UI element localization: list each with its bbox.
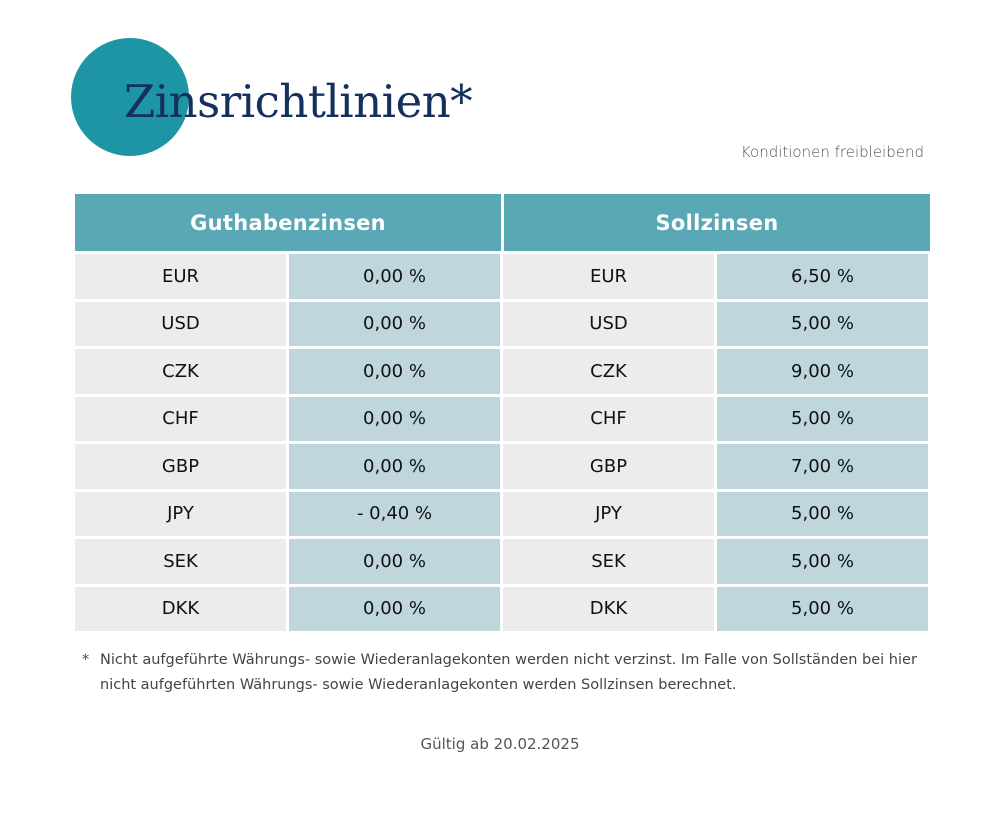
currency-credit: JPY [75, 491, 286, 536]
rate-debit: 5,00 % [717, 491, 928, 536]
currency-credit: DKK [75, 586, 286, 631]
rate-credit: 0,00 % [289, 539, 500, 584]
currency-credit: USD [75, 301, 286, 346]
table-row: SEK 0,00 % SEK 5,00 % [75, 539, 930, 584]
page-title: Zinsrichtlinien* [124, 75, 473, 128]
currency-credit: SEK [75, 539, 286, 584]
currency-debit: CHF [503, 396, 714, 441]
table-row: DKK 0,00 % DKK 5,00 % [75, 586, 930, 631]
rate-credit: 0,00 % [289, 444, 500, 489]
currency-debit: CZK [503, 349, 714, 394]
table-row: CHF 0,00 % CHF 5,00 % [75, 396, 930, 441]
header-debit-interest: Sollzinsen [504, 194, 930, 251]
rate-debit: 5,00 % [717, 301, 928, 346]
currency-debit: USD [503, 301, 714, 346]
rate-debit: 5,00 % [717, 539, 928, 584]
currency-debit: GBP [503, 444, 714, 489]
rate-debit: 9,00 % [717, 349, 928, 394]
currency-credit: EUR [75, 254, 286, 299]
rate-debit: 6,50 % [717, 254, 928, 299]
currency-debit: DKK [503, 586, 714, 631]
table-row: GBP 0,00 % GBP 7,00 % [75, 444, 930, 489]
rate-credit: - 0,40 % [289, 491, 500, 536]
rate-credit: 0,00 % [289, 349, 500, 394]
currency-credit: CHF [75, 396, 286, 441]
table-row: JPY - 0,40 % JPY 5,00 % [75, 491, 930, 536]
rate-credit: 0,00 % [289, 396, 500, 441]
rate-debit: 5,00 % [717, 396, 928, 441]
header-credit-interest: Guthabenzinsen [75, 194, 501, 251]
table-header-row: Guthabenzinsen Sollzinsen [75, 194, 930, 251]
rate-debit: 7,00 % [717, 444, 928, 489]
currency-debit: JPY [503, 491, 714, 536]
decorative-circle [71, 38, 189, 156]
table-row: USD 0,00 % USD 5,00 % [75, 301, 930, 346]
interest-rate-table: Guthabenzinsen Sollzinsen EUR 0,00 % EUR 6,… [75, 194, 930, 634]
rate-credit: 0,00 % [289, 254, 500, 299]
subtitle-note: Konditionen freibleibend [740, 143, 924, 161]
currency-credit: CZK [75, 349, 286, 394]
valid-from-date: Gültig ab 20.02.2025 [420, 735, 580, 753]
footnote-text: Nicht aufgeführte Währungs- sowie Wieder… [100, 652, 917, 693]
rate-debit: 5,00 % [717, 586, 928, 631]
currency-debit: SEK [503, 539, 714, 584]
rate-credit: 0,00 % [289, 301, 500, 346]
footnote-marker: * [82, 652, 90, 668]
footnote: * Nicht aufgeführte Währungs- sowie Wied… [82, 648, 952, 698]
currency-credit: GBP [75, 444, 286, 489]
rate-credit: 0,00 % [289, 586, 500, 631]
table-row: CZK 0,00 % CZK 9,00 % [75, 349, 930, 394]
table-row: EUR 0,00 % EUR 6,50 % [75, 254, 930, 299]
currency-debit: EUR [503, 254, 714, 299]
